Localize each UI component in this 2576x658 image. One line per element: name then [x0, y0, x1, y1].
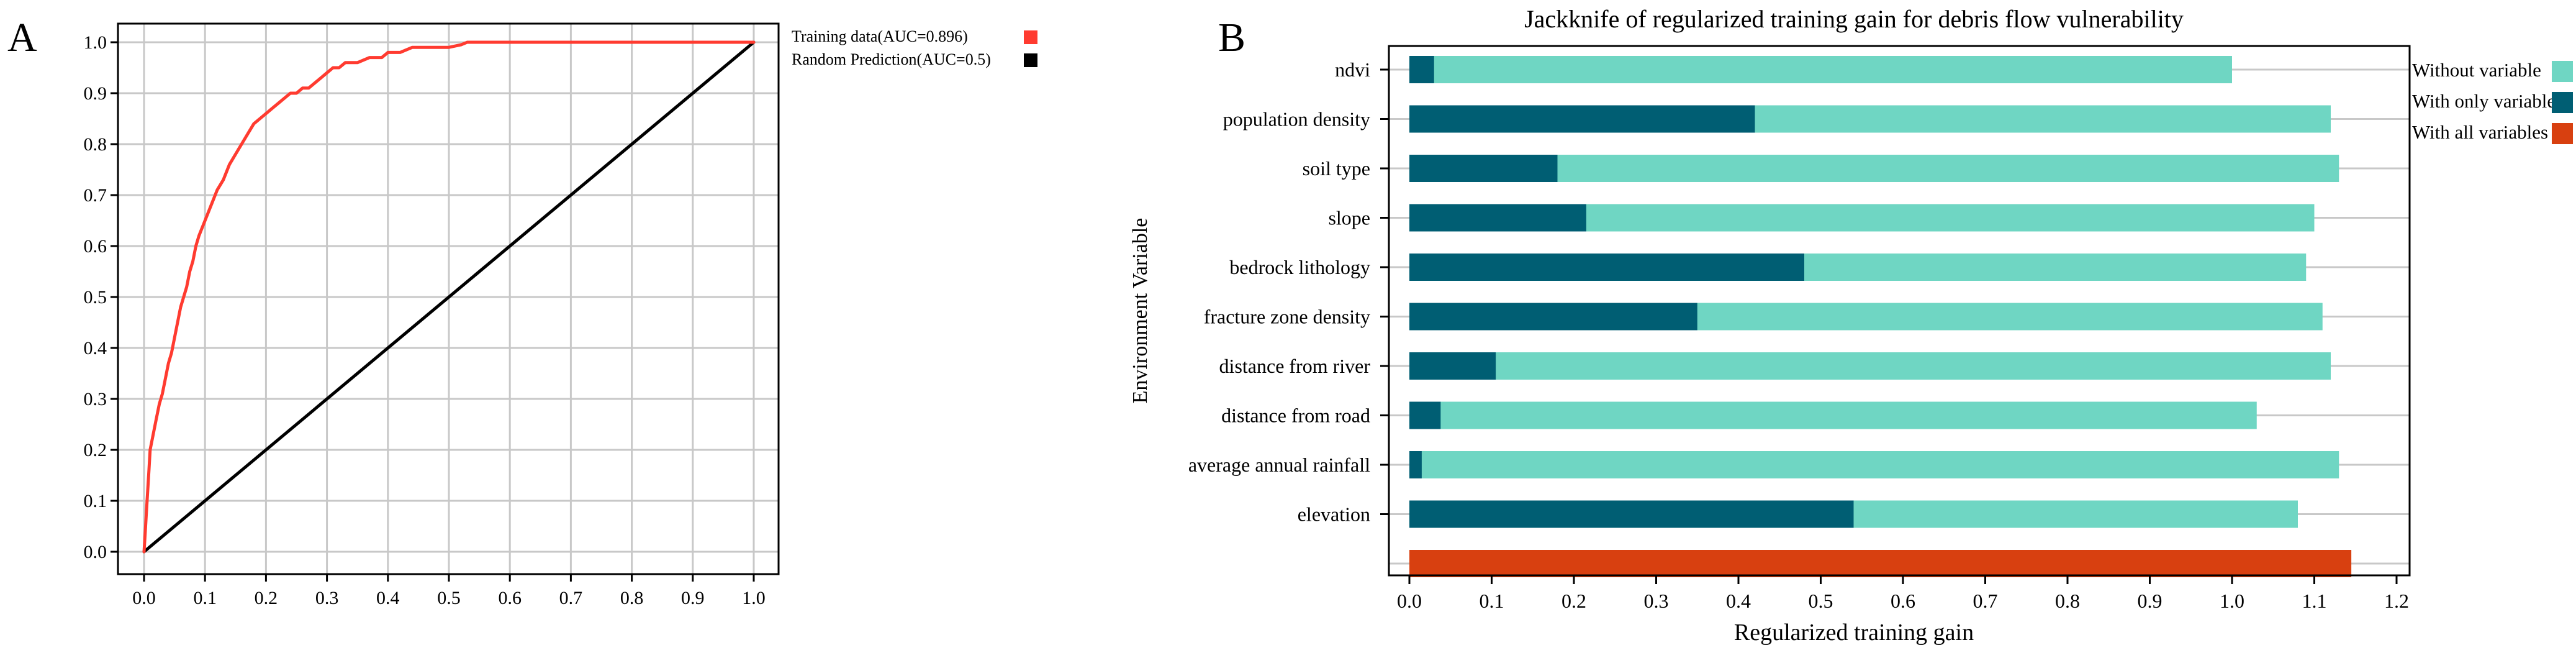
bar-with-only-variable — [1409, 401, 1441, 429]
category-label: average annual rainfall — [1188, 454, 1370, 476]
jackknife-plot-frame — [1388, 45, 2411, 577]
bar-without-variable — [1409, 56, 2232, 83]
bar-with-only-variable — [1409, 254, 1804, 281]
roc-x-tick-label: 0.6 — [498, 588, 522, 608]
bar-without-variable — [1409, 155, 2339, 182]
roc-x-tick-label: 0.0 — [132, 588, 156, 608]
bar-with-only-variable — [1409, 204, 1586, 232]
roc-x-tick-label: 0.5 — [437, 588, 461, 608]
bar-with-only-variable — [1409, 352, 1496, 380]
roc-legend: Training data(AUC=0.896) Random Predicti… — [792, 27, 1037, 68]
legend-swatch-without-variable — [2552, 61, 2573, 82]
roc-x-tick-label: 1.0 — [742, 588, 766, 608]
category-label: soil type — [1303, 157, 1370, 180]
category-label: distance from river — [1219, 355, 1371, 377]
bar-with-only-variable — [1409, 155, 1558, 182]
roc-y-tick-label: 0.2 — [84, 440, 107, 460]
roc-y-tick-label: 0.1 — [84, 491, 107, 511]
category-label: bedrock lithology — [1229, 256, 1370, 278]
roc-y-axis: 0.0 0.1 0.2 0.3 0.4 0.5 0.6 0.7 0.8 0.9 1.0 — [84, 32, 118, 562]
roc-y-tick-label: 0.8 — [84, 134, 107, 155]
jackknife-x-tick-label: 1.2 — [2384, 590, 2409, 612]
roc-x-tick-label: 0.8 — [620, 588, 644, 608]
jackknife-chart-title: Jackknife of regularized training gain f… — [1524, 5, 2184, 33]
category-label: ndvi — [1335, 58, 1370, 81]
jackknife-x-tick-label: 0.4 — [1726, 590, 1751, 612]
roc-y-tick-label: 0.5 — [84, 287, 107, 308]
legend-swatch-with-all-variables — [2552, 123, 2573, 144]
jackknife-x-tick-label: 0.8 — [2055, 590, 2080, 612]
bar-with-only-variable — [1409, 500, 1854, 528]
jackknife-y-axis-label: Environment Variable — [1129, 218, 1152, 404]
bar-with-only-variable — [1409, 451, 1422, 478]
training-roc-curve — [142, 40, 756, 554]
bar-with-only-variable — [1409, 105, 1755, 133]
jackknife-x-tick-label: 0.1 — [1480, 590, 1504, 612]
roc-x-tick-label: 0.7 — [559, 588, 583, 608]
roc-x-tick-label: 0.1 — [193, 588, 217, 608]
roc-x-tick-label: 0.4 — [376, 588, 400, 608]
legend-label-random: Random Prediction(AUC=0.5) — [792, 50, 991, 68]
legend-label-without-variable: Without variable — [2412, 59, 2541, 81]
category-label: distance from road — [1221, 404, 1370, 427]
jackknife-x-tick-label: 1.0 — [2220, 590, 2244, 612]
roc-y-tick-label: 0.7 — [84, 185, 107, 206]
category-label: population density — [1223, 108, 1370, 130]
roc-x-tick-label: 0.2 — [255, 588, 278, 608]
jackknife-bars-group — [1409, 56, 2352, 577]
roc-x-axis: 0.0 0.1 0.2 0.3 0.4 0.5 0.6 0.7 0.8 0.9 1.0 — [132, 574, 766, 608]
legend-label-with-all-variables: With all variables — [2412, 121, 2548, 143]
jackknife-x-axis-label: Regularized training gain — [1734, 619, 1974, 646]
bar-without-variable — [1409, 451, 2339, 478]
bar-without-variable — [1409, 401, 2257, 429]
jackknife-x-tick-label: 0.2 — [1561, 590, 1586, 612]
jackknife-x-tick-label: 0.7 — [1973, 590, 1998, 612]
bar-with-all-variables — [1409, 550, 2352, 577]
jackknife-legend: Without variable With only variable With… — [2412, 59, 2573, 144]
roc-chart-panel: A 0.00.10.20.30.40.50.60.70.80.91.0 0.0 0… — [7, 15, 1037, 608]
panel-a-letter: A — [7, 15, 37, 60]
roc-x-tick-label: 0.9 — [681, 588, 705, 608]
bar-with-only-variable — [1409, 56, 1434, 83]
legend-label-training: Training data(AUC=0.896) — [792, 27, 968, 45]
jackknife-x-tick-label: 0.5 — [1809, 590, 1833, 612]
roc-y-tick-label: 0.3 — [84, 389, 107, 409]
jackknife-x-tick-label: 0.6 — [1891, 590, 1915, 612]
jackknife-x-tick-label: 0.9 — [2138, 590, 2162, 612]
roc-y-tick-label: 0.4 — [84, 338, 107, 359]
category-label: slope — [1328, 207, 1370, 229]
roc-y-tick-label: 0.9 — [84, 83, 107, 104]
category-label: fracture zone density — [1204, 306, 1370, 328]
legend-label-with-only-variable: With only variable — [2412, 90, 2556, 112]
legend-swatch-with-only-variable — [2552, 92, 2573, 113]
roc-x-tick-label: 0.3 — [315, 588, 339, 608]
bar-with-only-variable — [1409, 303, 1697, 331]
jackknife-x-axis: 0.0 0.1 0.2 0.3 0.4 0.5 0.6 0.7 0.8 0.9 1.0 1.1 1.2 — [1397, 575, 2409, 612]
random-prediction-line — [142, 40, 756, 554]
jackknife-x-tick-label: 0.0 — [1397, 590, 1422, 612]
roc-y-tick-label: 1.0 — [84, 32, 107, 53]
jackknife-x-tick-label: 1.1 — [2302, 590, 2327, 612]
roc-y-tick-label: 0.0 — [84, 542, 107, 562]
panel-b-letter: B — [1218, 15, 1245, 60]
roc-series-group — [142, 40, 756, 554]
roc-y-tick-label: 0.6 — [84, 236, 107, 257]
legend-swatch-random — [1024, 53, 1037, 67]
jackknife-chart-panel: B Jackknife of regularized training gain… — [1129, 5, 2573, 646]
bar-without-variable — [1409, 352, 2331, 380]
legend-swatch-training — [1024, 30, 1037, 44]
jackknife-y-axis: ndvi population density soil type slope bedr… — [1188, 58, 1389, 526]
category-label: elevation — [1298, 503, 1370, 526]
jackknife-x-tick-label: 0.3 — [1644, 590, 1669, 612]
